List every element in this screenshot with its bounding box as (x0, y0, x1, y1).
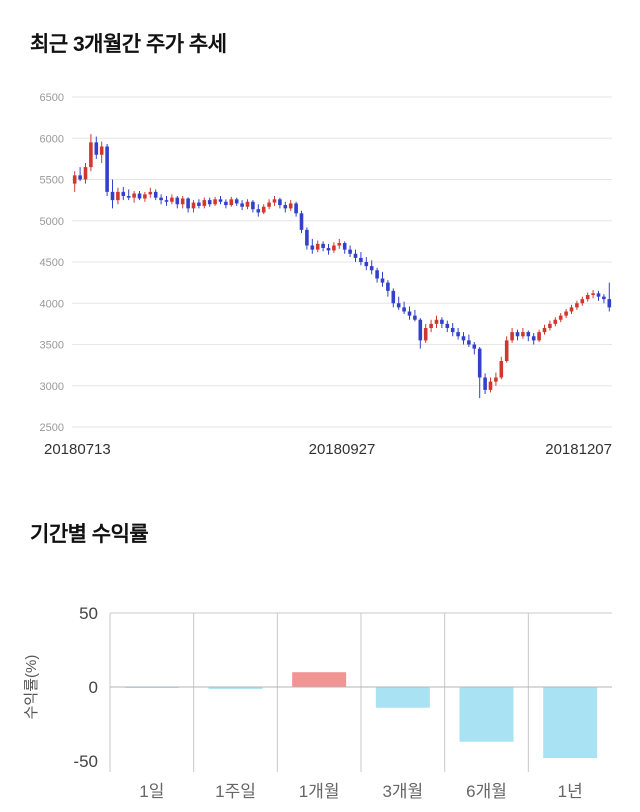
bar-1년 (543, 687, 598, 759)
svg-text:6개월: 6개월 (466, 782, 507, 801)
bar-1주일 (208, 687, 263, 689)
y-gridlines (72, 96, 612, 428)
svg-text:4500: 4500 (40, 257, 64, 269)
svg-text:1년: 1년 (558, 782, 583, 801)
returns-bar-chart: 50 0 -50 수익률(%) 1일 1주일 1개월 3개월 6개월 1년 (23, 604, 612, 801)
svg-text:1주일: 1주일 (215, 782, 256, 801)
y-tick-labels: 6500 6000 5500 5000 4500 4000 3500 3000 2500 (40, 92, 64, 434)
candles (72, 134, 612, 399)
bar-1개월 (292, 672, 347, 687)
x-axis-labels: 20180713 20180927 20181207 (44, 441, 612, 458)
bar-3개월 (375, 687, 430, 708)
svg-text:3000: 3000 (40, 381, 64, 393)
svg-text:2500: 2500 (40, 422, 64, 434)
svg-text:50: 50 (79, 604, 98, 623)
returns-title: 기간별 수익률 (30, 523, 149, 546)
category-labels: 1일 1주일 1개월 3개월 6개월 1년 (139, 782, 582, 801)
gridlines (109, 612, 612, 772)
bar-6개월 (459, 687, 514, 742)
candlestick-chart: 6500 6000 5500 5000 4500 4000 3500 3000 2500 2018… (40, 92, 612, 458)
svg-text:20180713: 20180713 (44, 441, 111, 458)
svg-text:-50: -50 (73, 752, 98, 771)
svg-text:20180927: 20180927 (309, 441, 376, 458)
bars (124, 672, 598, 759)
svg-text:5500: 5500 (40, 175, 64, 187)
svg-text:0: 0 (89, 678, 98, 697)
svg-text:1개월: 1개월 (299, 782, 340, 801)
svg-text:1일: 1일 (139, 782, 164, 801)
svg-text:5000: 5000 (40, 216, 64, 228)
price-trend-title: 최근 3개월간 주가 추세 (30, 33, 227, 56)
y-tick-labels: 50 0 -50 (73, 604, 98, 771)
y-axis-title: 수익률(%) (23, 655, 40, 720)
svg-text:3개월: 3개월 (382, 782, 423, 801)
svg-text:6500: 6500 (40, 92, 64, 104)
svg-text:6000: 6000 (40, 133, 64, 145)
svg-text:4000: 4000 (40, 298, 64, 310)
svg-text:20181207: 20181207 (545, 441, 612, 458)
svg-text:3500: 3500 (40, 340, 64, 352)
